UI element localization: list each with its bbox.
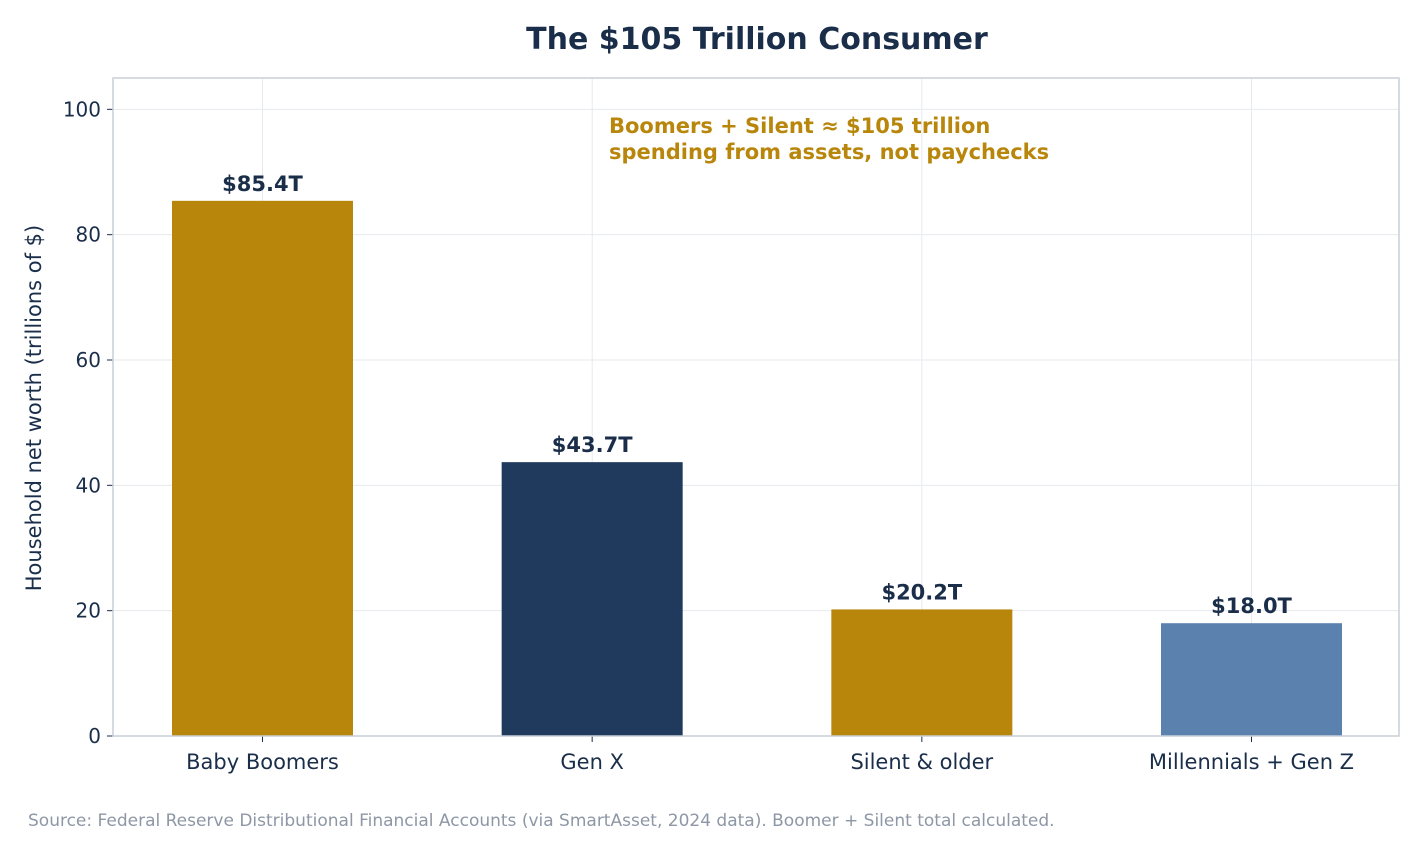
y-tick-label: 80 — [76, 223, 101, 247]
x-tick-label: Gen X — [560, 750, 624, 774]
y-tick-label: 100 — [63, 97, 101, 121]
bar — [172, 200, 353, 736]
y-tick-label: 20 — [76, 599, 101, 623]
bar-value-label: $43.7T — [552, 433, 633, 457]
annotation-line-1: Boomers + Silent ≈ $105 trillion — [609, 114, 990, 138]
y-tick-label: 0 — [88, 724, 101, 748]
bar — [831, 609, 1013, 736]
source-note: Source: Federal Reserve Distributional F… — [28, 811, 1055, 831]
y-tick-label: 60 — [76, 348, 101, 372]
x-tick-label: Baby Boomers — [186, 750, 339, 774]
annotation-line-2: spending from assets, not paychecks — [609, 140, 1049, 164]
chart-title: The $105 Trillion Consumer — [526, 22, 988, 57]
x-tick-label: Millennials + Gen Z — [1149, 750, 1354, 774]
bar-value-label: $18.0T — [1211, 594, 1292, 618]
bar — [1161, 623, 1342, 736]
bar-value-label: $85.4T — [222, 172, 303, 196]
y-axis-label: Household net worth (trillions of $) — [22, 225, 46, 591]
x-tick-label: Silent & older — [850, 750, 993, 774]
plot-frame — [112, 77, 1400, 737]
y-tick-label: 40 — [76, 473, 101, 497]
bar — [501, 462, 683, 736]
bar-value-label: $20.2T — [881, 580, 962, 604]
